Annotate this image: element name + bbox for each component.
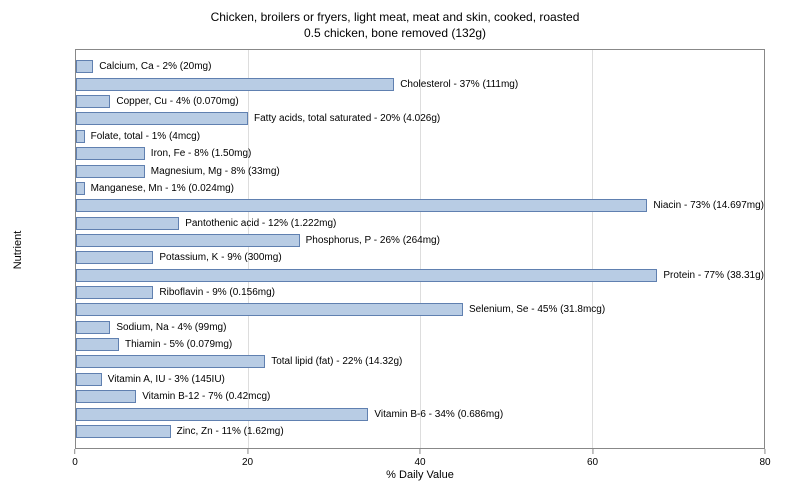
x-axis: % Daily Value 020406080 bbox=[75, 449, 765, 484]
bar bbox=[76, 425, 171, 438]
bar bbox=[76, 199, 647, 212]
bar bbox=[76, 269, 657, 282]
chart-title-line-2: 0.5 chicken, bone removed (132g) bbox=[10, 26, 780, 42]
bar-label: Copper, Cu - 4% (0.070mg) bbox=[116, 96, 238, 107]
chart-title: Chicken, broilers or fryers, light meat,… bbox=[10, 10, 780, 41]
bar bbox=[76, 408, 368, 421]
bar-label: Riboflavin - 9% (0.156mg) bbox=[159, 287, 275, 298]
bar-label: Manganese, Mn - 1% (0.024mg) bbox=[91, 183, 234, 194]
bar-row: Pantothenic acid - 12% (1.222mg) bbox=[76, 216, 764, 230]
nutrient-chart: Chicken, broilers or fryers, light meat,… bbox=[0, 0, 800, 500]
bar bbox=[76, 78, 394, 91]
bar-row: Sodium, Na - 4% (99mg) bbox=[76, 320, 764, 334]
bar bbox=[76, 130, 85, 143]
bar-row: Magnesium, Mg - 8% (33mg) bbox=[76, 164, 764, 178]
bar-label: Calcium, Ca - 2% (20mg) bbox=[99, 61, 211, 72]
bar-label: Vitamin B-6 - 34% (0.686mg) bbox=[374, 409, 503, 420]
x-tick-label: 80 bbox=[759, 457, 770, 468]
bar bbox=[76, 95, 110, 108]
x-tick-mark bbox=[420, 449, 421, 454]
bar bbox=[76, 321, 110, 334]
bar-label: Vitamin B-12 - 7% (0.42mcg) bbox=[142, 391, 270, 402]
x-tick-label: 40 bbox=[414, 457, 425, 468]
bar bbox=[76, 355, 265, 368]
bar bbox=[76, 112, 248, 125]
x-tick-mark bbox=[592, 449, 593, 454]
bar bbox=[76, 303, 463, 316]
bar-row: Cholesterol - 37% (111mg) bbox=[76, 77, 764, 91]
bar-row: Zinc, Zn - 11% (1.62mg) bbox=[76, 424, 764, 438]
x-tick: 80 bbox=[759, 449, 770, 468]
bar-row: Iron, Fe - 8% (1.50mg) bbox=[76, 147, 764, 161]
bar bbox=[76, 390, 136, 403]
bar-row: Manganese, Mn - 1% (0.024mg) bbox=[76, 181, 764, 195]
x-tick-label: 0 bbox=[72, 457, 78, 468]
bar-row: Copper, Cu - 4% (0.070mg) bbox=[76, 95, 764, 109]
bar-label: Iron, Fe - 8% (1.50mg) bbox=[151, 148, 252, 159]
x-tick-mark bbox=[247, 449, 248, 454]
bar-label: Phosphorus, P - 26% (264mg) bbox=[306, 235, 440, 246]
bar-label: Magnesium, Mg - 8% (33mg) bbox=[151, 166, 280, 177]
bar-row: Vitamin A, IU - 3% (145IU) bbox=[76, 372, 764, 386]
x-tick-mark bbox=[765, 449, 766, 454]
bar-label: Sodium, Na - 4% (99mg) bbox=[116, 322, 226, 333]
bar-label: Selenium, Se - 45% (31.8mcg) bbox=[469, 304, 605, 315]
x-tick: 60 bbox=[587, 449, 598, 468]
bar-row: Riboflavin - 9% (0.156mg) bbox=[76, 286, 764, 300]
bar-label: Folate, total - 1% (4mcg) bbox=[91, 131, 200, 142]
bar-row: Vitamin B-6 - 34% (0.686mg) bbox=[76, 407, 764, 421]
bar-label: Protein - 77% (38.31g) bbox=[663, 270, 764, 281]
bar bbox=[76, 251, 153, 264]
bar bbox=[76, 286, 153, 299]
bar bbox=[76, 373, 102, 386]
bar-row: Folate, total - 1% (4mcg) bbox=[76, 129, 764, 143]
bar-row: Calcium, Ca - 2% (20mg) bbox=[76, 60, 764, 74]
bar-label: Vitamin A, IU - 3% (145IU) bbox=[108, 374, 225, 385]
plot-area: Calcium, Ca - 2% (20mg) Cholesterol - 37%… bbox=[75, 49, 765, 449]
x-tick-label: 20 bbox=[242, 457, 253, 468]
bar-row: Total lipid (fat) - 22% (14.32g) bbox=[76, 355, 764, 369]
bar-label: Pantothenic acid - 12% (1.222mg) bbox=[185, 218, 336, 229]
bar-label: Thiamin - 5% (0.079mg) bbox=[125, 339, 232, 350]
bar bbox=[76, 338, 119, 351]
bar bbox=[76, 60, 93, 73]
bar-row: Thiamin - 5% (0.079mg) bbox=[76, 338, 764, 352]
bar-row: Fatty acids, total saturated - 20% (4.02… bbox=[76, 112, 764, 126]
bar bbox=[76, 147, 145, 160]
bar-row: Vitamin B-12 - 7% (0.42mcg) bbox=[76, 390, 764, 404]
y-axis-label: Nutrient bbox=[12, 231, 24, 270]
bar bbox=[76, 182, 85, 195]
x-axis-label: % Daily Value bbox=[386, 469, 454, 481]
bar-label: Total lipid (fat) - 22% (14.32g) bbox=[271, 356, 402, 367]
x-tick: 0 bbox=[72, 449, 78, 468]
bar-row: Phosphorus, P - 26% (264mg) bbox=[76, 233, 764, 247]
bar-label: Potassium, K - 9% (300mg) bbox=[159, 252, 281, 263]
bar-row: Niacin - 73% (14.697mg) bbox=[76, 199, 764, 213]
x-tick-mark bbox=[75, 449, 76, 454]
bar-row: Protein - 77% (38.31g) bbox=[76, 268, 764, 282]
bar bbox=[76, 234, 300, 247]
bars-container: Calcium, Ca - 2% (20mg) Cholesterol - 37%… bbox=[76, 58, 764, 440]
chart-title-line-1: Chicken, broilers or fryers, light meat,… bbox=[10, 10, 780, 26]
bar-label: Zinc, Zn - 11% (1.62mg) bbox=[177, 426, 284, 437]
bar bbox=[76, 165, 145, 178]
bar-label: Fatty acids, total saturated - 20% (4.02… bbox=[254, 113, 440, 124]
bar-row: Potassium, K - 9% (300mg) bbox=[76, 251, 764, 265]
bar-row: Selenium, Se - 45% (31.8mcg) bbox=[76, 303, 764, 317]
x-tick-label: 60 bbox=[587, 457, 598, 468]
x-tick: 40 bbox=[414, 449, 425, 468]
bar-label: Niacin - 73% (14.697mg) bbox=[653, 200, 764, 211]
x-tick: 20 bbox=[242, 449, 253, 468]
bar bbox=[76, 217, 179, 230]
bar-label: Cholesterol - 37% (111mg) bbox=[400, 79, 518, 90]
